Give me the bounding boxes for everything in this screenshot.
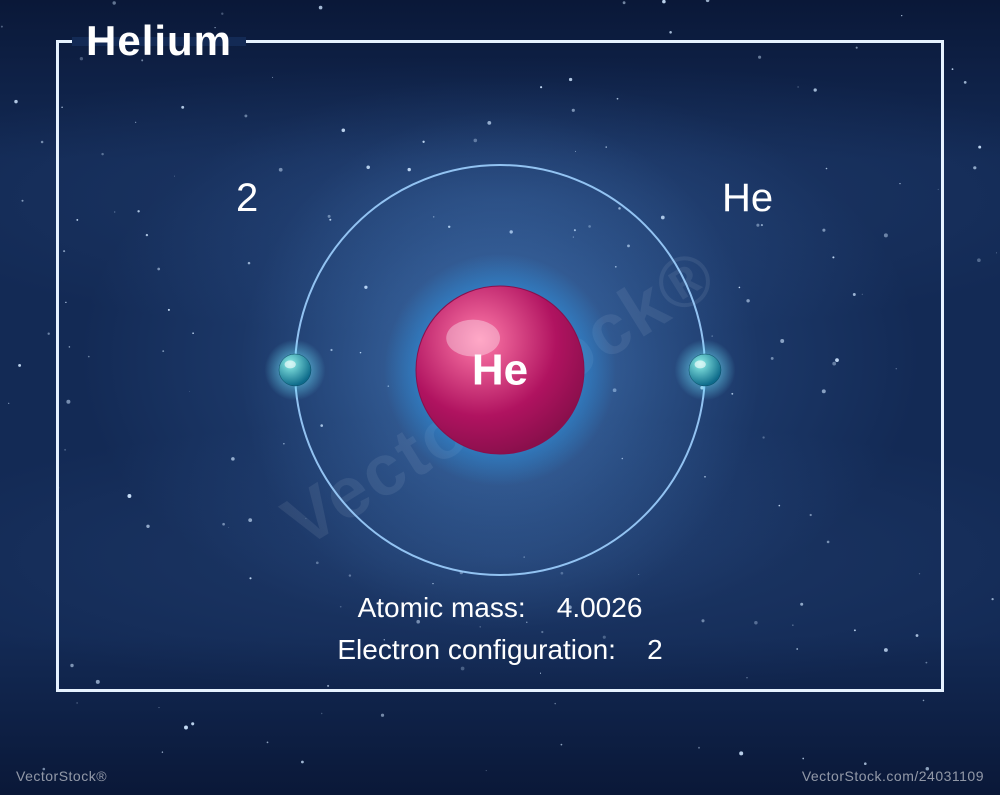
info-block: Atomic mass: 4.0026 Electron configurati… (0, 592, 1000, 666)
electron-config-row: Electron configuration: 2 (0, 634, 1000, 666)
element-title: Helium (86, 17, 232, 65)
canvas: VectorStock® Helium He 2 He (0, 0, 1000, 795)
atomic-mass-label: Atomic mass: (358, 592, 526, 623)
atom-diagram: He (220, 90, 780, 650)
watermark-right: VectorStock.com/24031109 (802, 768, 984, 784)
element-symbol-label: He (722, 176, 773, 221)
electron-config-value: 2 (647, 634, 663, 665)
electron-config-label: Electron configuration: (337, 634, 616, 665)
electron-1 (279, 354, 311, 386)
atomic-mass-value: 4.0026 (557, 592, 643, 623)
atomic-mass-row: Atomic mass: 4.0026 (0, 592, 1000, 624)
watermark-left: VectorStock® (16, 768, 107, 784)
electron-0 (689, 354, 721, 386)
atomic-number-label: 2 (236, 176, 258, 221)
nucleus-label: He (472, 346, 528, 395)
atom-svg: He (220, 90, 780, 650)
